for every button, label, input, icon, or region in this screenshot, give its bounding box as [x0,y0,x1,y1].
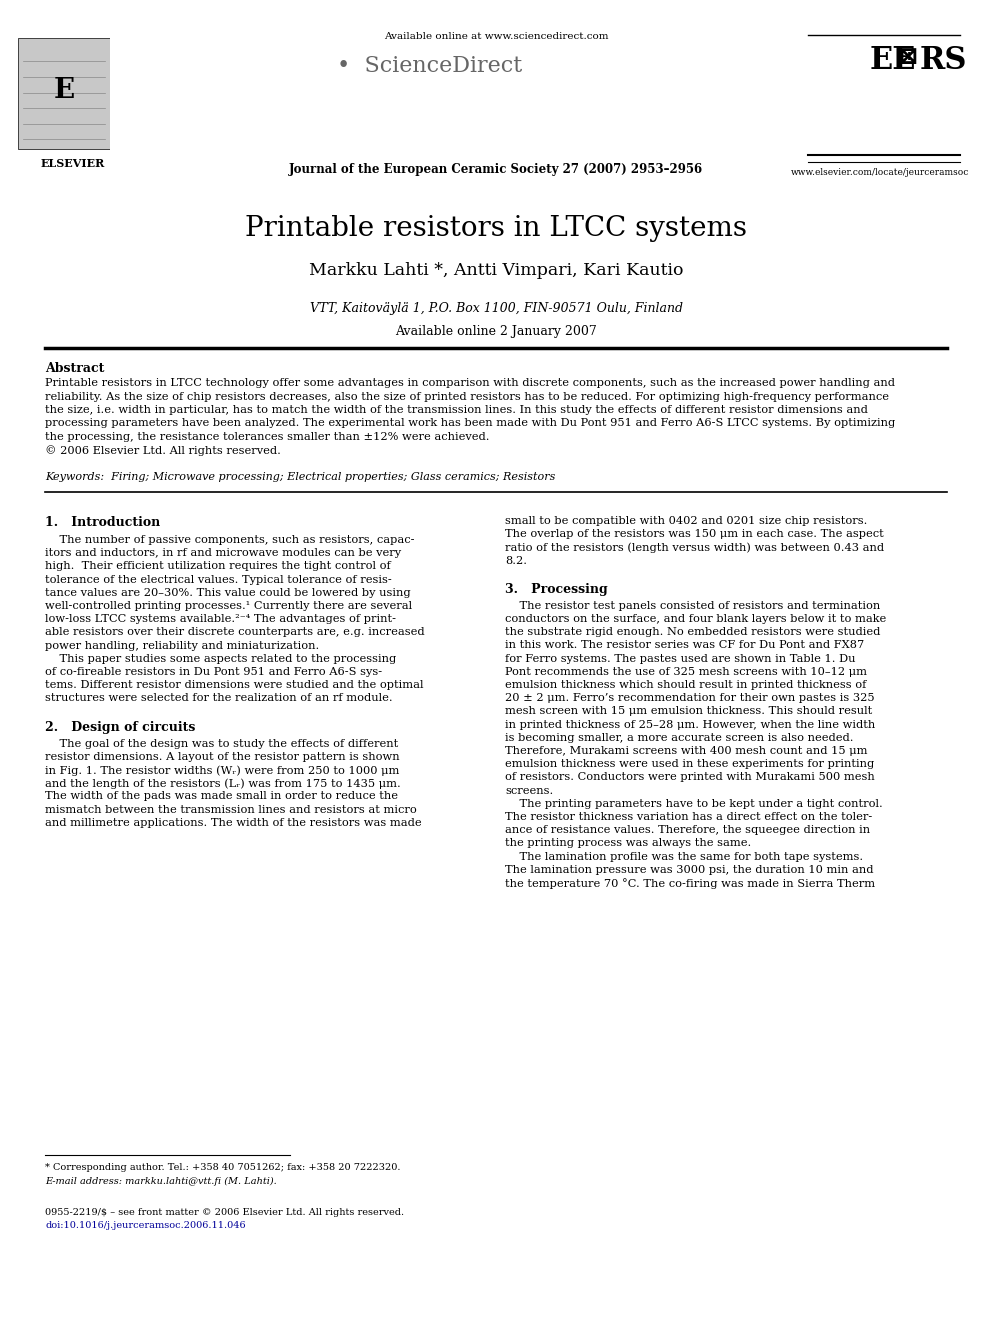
Text: Markku Lahti *, Antti Vimpari, Kari Kautio: Markku Lahti *, Antti Vimpari, Kari Kaut… [309,262,683,279]
Text: structures were selected for the realization of an rf module.: structures were selected for the realiza… [45,693,393,704]
Text: and the length of the resistors (Lᵣ) was from 175 to 1435 μm.: and the length of the resistors (Lᵣ) was… [45,778,401,789]
Text: tolerance of the electrical values. Typical tolerance of resis-: tolerance of the electrical values. Typi… [45,574,392,585]
Text: 2.   Design of circuits: 2. Design of circuits [45,721,195,733]
Text: The resistor test panels consisted of resistors and termination: The resistor test panels consisted of re… [505,601,880,611]
Text: •  ScienceDirect: • ScienceDirect [337,56,523,77]
Text: Available online 2 January 2007: Available online 2 January 2007 [395,325,597,337]
Text: emulsion thickness were used in these experiments for printing: emulsion thickness were used in these ex… [505,759,874,769]
Text: in Fig. 1. The resistor widths (Wᵣ) were from 250 to 1000 μm: in Fig. 1. The resistor widths (Wᵣ) were… [45,765,400,775]
Text: The goal of the design was to study the effects of different: The goal of the design was to study the … [45,738,398,749]
Text: ELSEVIER: ELSEVIER [41,157,105,169]
Text: VTT, Kaitoväylä 1, P.O. Box 1100, FIN-90571 Oulu, Finland: VTT, Kaitoväylä 1, P.O. Box 1100, FIN-90… [310,302,682,315]
Text: tems. Different resistor dimensions were studied and the optimal: tems. Different resistor dimensions were… [45,680,424,691]
Text: 3.   Processing: 3. Processing [505,583,608,595]
Text: 8.2.: 8.2. [505,556,527,566]
Text: The lamination pressure was 3000 psi, the duration 10 min and: The lamination pressure was 3000 psi, th… [505,865,874,875]
Text: the processing, the resistance tolerances smaller than ±12% were achieved.: the processing, the resistance tolerance… [45,433,489,442]
Text: ratio of the resistors (length versus width) was between 0.43 and: ratio of the resistors (length versus wi… [505,542,884,553]
Text: doi:10.1016/j.jeurceramsoc.2006.11.046: doi:10.1016/j.jeurceramsoc.2006.11.046 [45,1221,246,1230]
Text: Printable resistors in LTCC technology offer some advantages in comparison with : Printable resistors in LTCC technology o… [45,378,895,388]
Text: Available online at www.sciencedirect.com: Available online at www.sciencedirect.co… [384,32,608,41]
Text: well-controlled printing processes.¹ Currently there are several: well-controlled printing processes.¹ Cur… [45,601,412,611]
Text: Therefore, Murakami screens with 400 mesh count and 15 μm: Therefore, Murakami screens with 400 mes… [505,746,867,755]
Text: www.elsevier.com/locate/jeurceramsoc: www.elsevier.com/locate/jeurceramsoc [791,168,969,177]
Text: in this work. The resistor series was CF for Du Pont and FX87: in this work. The resistor series was CF… [505,640,864,651]
Text: * Corresponding author. Tel.: +358 40 7051262; fax: +358 20 7222320.: * Corresponding author. Tel.: +358 40 70… [45,1163,401,1172]
Text: © 2006 Elsevier Ltd. All rights reserved.: © 2006 Elsevier Ltd. All rights reserved… [45,446,281,456]
Text: The number of passive components, such as resistors, capac-: The number of passive components, such a… [45,534,415,545]
Text: in printed thickness of 25–28 μm. However, when the line width: in printed thickness of 25–28 μm. Howeve… [505,720,875,729]
Text: small to be compatible with 0402 and 0201 size chip resistors.: small to be compatible with 0402 and 020… [505,516,867,527]
Text: of resistors. Conductors were printed with Murakami 500 mesh: of resistors. Conductors were printed wi… [505,773,875,782]
Text: conductors on the surface, and four blank layers below it to make: conductors on the surface, and four blan… [505,614,886,624]
Text: processing parameters have been analyzed. The experimental work has been made wi: processing parameters have been analyzed… [45,418,895,429]
Text: mesh screen with 15 μm emulsion thickness. This should result: mesh screen with 15 μm emulsion thicknes… [505,706,872,716]
Text: itors and inductors, in rf and microwave modules can be very: itors and inductors, in rf and microwave… [45,548,401,558]
Text: Abstract: Abstract [45,363,104,374]
Text: E-mail address: markku.lahti@vtt.fi (M. Lahti).: E-mail address: markku.lahti@vtt.fi (M. … [45,1177,277,1187]
Text: RS: RS [920,45,967,75]
Text: the temperature 70 °C. The co-firing was made in Sierra Therm: the temperature 70 °C. The co-firing was… [505,878,875,889]
Text: the size, i.e. width in particular, has to match the width of the transmission l: the size, i.e. width in particular, has … [45,405,868,415]
Text: the substrate rigid enough. No embedded resistors were studied: the substrate rigid enough. No embedded … [505,627,880,638]
Text: low-loss LTCC systems available.²⁻⁴ The advantages of print-: low-loss LTCC systems available.²⁻⁴ The … [45,614,396,624]
Text: able resistors over their discrete counterparts are, e.g. increased: able resistors over their discrete count… [45,627,425,638]
Text: 1.   Introduction: 1. Introduction [45,516,161,529]
Text: is becoming smaller, a more accurate screen is also needed.: is becoming smaller, a more accurate scr… [505,733,853,742]
Text: the printing process was always the same.: the printing process was always the same… [505,839,751,848]
Text: 0955-2219/$ – see front matter © 2006 Elsevier Ltd. All rights reserved.: 0955-2219/$ – see front matter © 2006 El… [45,1208,404,1217]
Text: ance of resistance values. Therefore, the squeegee direction in: ance of resistance values. Therefore, th… [505,826,870,835]
Text: Printable resistors in LTCC systems: Printable resistors in LTCC systems [245,216,747,242]
Bar [18,38,110,148]
Text: The lamination profile was the same for both tape systems.: The lamination profile was the same for … [505,852,863,861]
Text: ⊠: ⊠ [898,45,919,69]
Text: and millimetre applications. The width of the resistors was made: and millimetre applications. The width o… [45,818,422,828]
Text: This paper studies some aspects related to the processing: This paper studies some aspects related … [45,654,396,664]
Text: Journal of the European Ceramic Society 27 (2007) 2953–2956: Journal of the European Ceramic Society … [289,163,703,176]
Text: The printing parameters have to be kept under a tight control.: The printing parameters have to be kept … [505,799,883,808]
Text: Pont recommends the use of 325 mesh screens with 10–12 μm: Pont recommends the use of 325 mesh scre… [505,667,867,677]
Text: tance values are 20–30%. This value could be lowered by using: tance values are 20–30%. This value coul… [45,587,411,598]
Text: E: E [54,77,74,103]
Text: mismatch between the transmission lines and resistors at micro: mismatch between the transmission lines … [45,804,417,815]
Text: The resistor thickness variation has a direct effect on the toler-: The resistor thickness variation has a d… [505,812,872,822]
Text: high.  Their efficient utilization requires the tight control of: high. Their efficient utilization requir… [45,561,391,572]
Text: screens.: screens. [505,786,554,795]
Text: of co-fireable resistors in Du Pont 951 and Ferro A6-S sys-: of co-fireable resistors in Du Pont 951 … [45,667,382,677]
Text: 20 ± 2 μm. Ferro’s recommendation for their own pastes is 325: 20 ± 2 μm. Ferro’s recommendation for th… [505,693,875,704]
Text: The width of the pads was made small in order to reduce the: The width of the pads was made small in … [45,791,398,802]
Text: for Ferro systems. The pastes used are shown in Table 1. Du: for Ferro systems. The pastes used are s… [505,654,855,664]
Text: EE: EE [870,45,917,75]
Text: The overlap of the resistors was 150 μm in each case. The aspect: The overlap of the resistors was 150 μm … [505,529,884,540]
Text: power handling, reliability and miniaturization.: power handling, reliability and miniatur… [45,640,319,651]
Text: emulsion thickness which should result in printed thickness of: emulsion thickness which should result i… [505,680,866,691]
Text: reliability. As the size of chip resistors decreases, also the size of printed r: reliability. As the size of chip resisto… [45,392,889,401]
Text: resistor dimensions. A layout of the resistor pattern is shown: resistor dimensions. A layout of the res… [45,751,400,762]
Text: Keywords:  Firing; Microwave processing; Electrical properties; Glass ceramics; : Keywords: Firing; Microwave processing; … [45,472,556,482]
